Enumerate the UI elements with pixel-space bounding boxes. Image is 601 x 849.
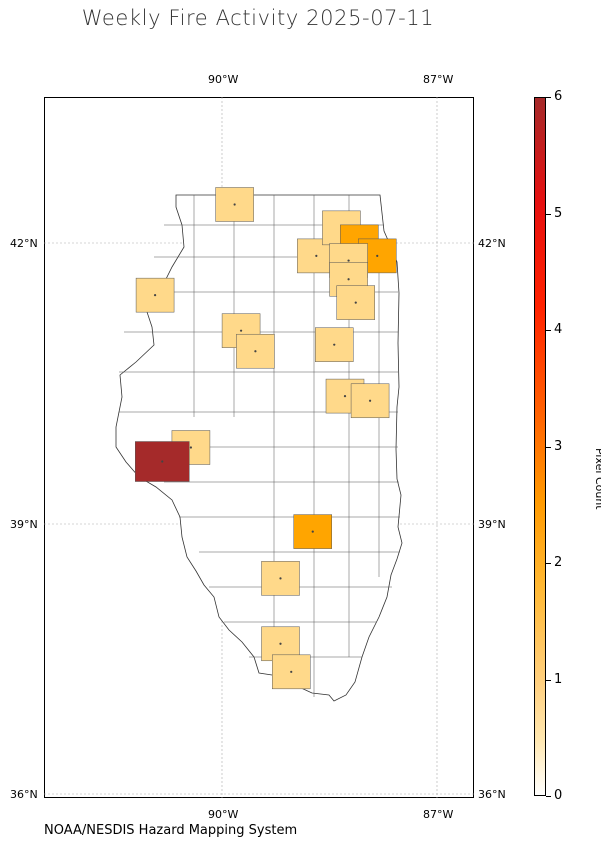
fire-detection-dot-1 [315, 254, 318, 257]
colorbar-title: Pixel Count [593, 448, 601, 510]
right-lat-label-36n: 36°N [478, 788, 506, 801]
colorbar-tick-label-4: 4 [554, 322, 563, 337]
fire-detection-dot-16 [311, 530, 314, 533]
fire-detection-dot-19 [290, 670, 293, 673]
colorbar-tick-3 [546, 446, 551, 448]
fire-detection-dot-4 [376, 254, 379, 257]
fire-detection-dot-6 [347, 278, 350, 281]
county-fills [135, 187, 397, 690]
left-lat-label-36n: 36°N [10, 788, 38, 801]
colorbar [534, 97, 546, 796]
colorbar-tick-label-1: 1 [554, 671, 563, 687]
county-fire-7 [336, 285, 375, 320]
fire-detection-dot-12 [343, 394, 347, 398]
colorbar-tick-label-2: 2 [554, 555, 563, 570]
right-lat-label-39n: 39°N [478, 518, 506, 531]
map-title: Weekly Fire Activity 2025-07-11 [81, 6, 435, 30]
fire-detection-dot-13 [368, 399, 372, 402]
fire-detection-dot-0 [233, 203, 236, 206]
colorbar-tick-label-3: 3 [554, 438, 563, 454]
fire-detection-dot-15 [161, 460, 164, 463]
state-outline [115, 194, 403, 702]
fire-detection-dot-14 [189, 446, 193, 449]
source-credit: NOAA/NESDIS Hazard Mapping System [44, 823, 298, 838]
right-lat-label-42n: 42°N [478, 237, 506, 250]
colorbar-tick-1 [546, 679, 551, 681]
bottom-lon-label-90w: 90°W [208, 808, 239, 821]
colorbar-tick-4 [546, 330, 551, 331]
colorbar-tick-label-5: 5 [554, 205, 563, 221]
fire-detection-dot-18 [279, 642, 282, 645]
fire-detection-dot-17 [279, 577, 282, 580]
colorbar-tick-0 [546, 796, 551, 797]
fire-detection-dot-5 [347, 259, 350, 262]
fire-detection-dot-7 [354, 301, 357, 304]
fire-detection-dot-10 [254, 350, 257, 353]
fire-detection-dot-9 [239, 329, 243, 332]
colorbar-tick-5 [546, 213, 551, 215]
colorbar-tick-6 [546, 97, 551, 98]
bottom-lon-label-87w: 87°W [423, 808, 454, 821]
left-lat-label-39n: 39°N [10, 518, 38, 531]
fire-detection-dot-11 [333, 343, 336, 346]
top-lon-label-87w: 87°W [423, 73, 454, 86]
colorbar-tick-label-6: 6 [554, 89, 563, 104]
colorbar-tick-2 [546, 563, 551, 564]
left-lat-label-42n: 42°N [10, 237, 38, 250]
map-panel [44, 97, 474, 798]
colorbar-tick-label-0: 0 [554, 788, 563, 803]
fire-detection-dot-8 [153, 294, 157, 297]
top-lon-label-90w: 90°W [208, 73, 239, 86]
